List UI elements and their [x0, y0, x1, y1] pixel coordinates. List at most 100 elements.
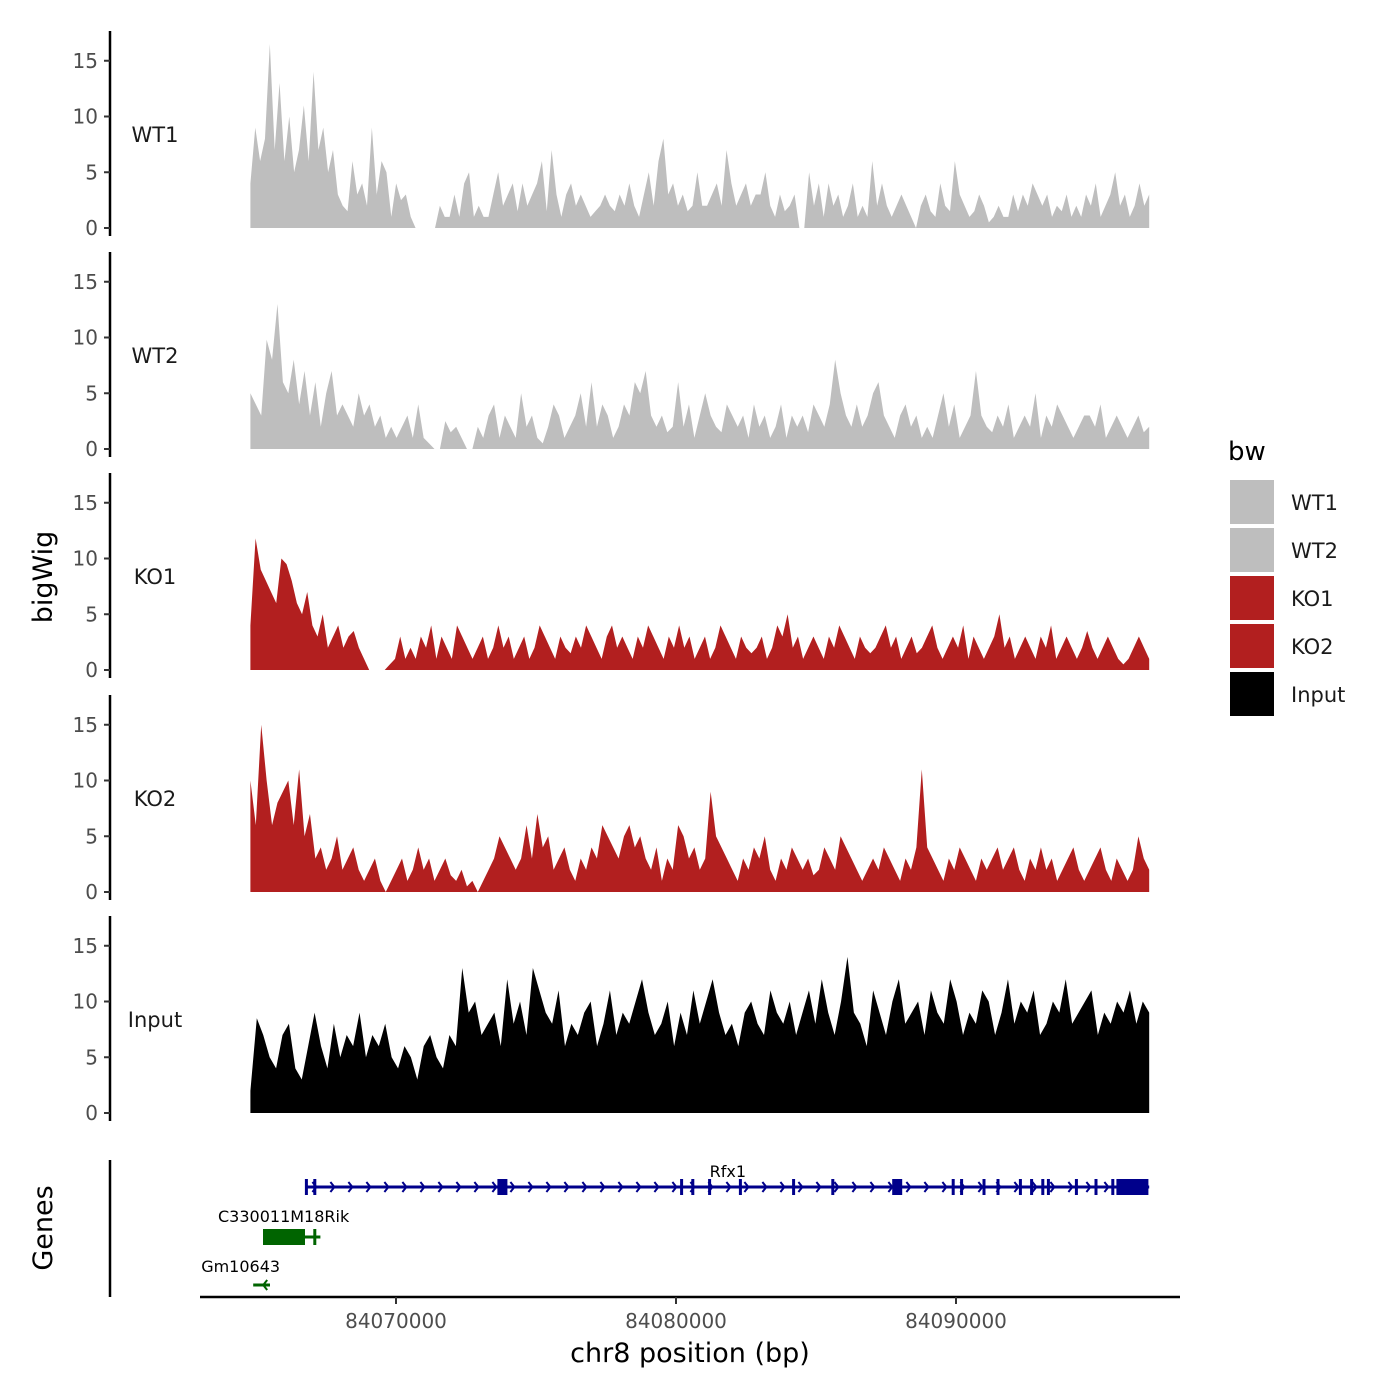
strand-arrow — [491, 1181, 498, 1193]
y-tick-label: 10 — [73, 326, 98, 350]
strand-arrow — [617, 1181, 624, 1193]
y-tick-label: 10 — [73, 105, 98, 129]
gene-label: Rfx1 — [710, 1162, 746, 1181]
legend-label-ko1: KO1 — [1291, 587, 1334, 611]
exon — [1041, 1179, 1045, 1195]
y-tick-label: 15 — [73, 49, 98, 73]
legend-swatch-wt1 — [1230, 480, 1274, 524]
strand-arrow — [671, 1181, 678, 1193]
exon — [996, 1179, 1000, 1195]
genes-axis-title: Genes — [28, 1185, 59, 1270]
strand-arrow — [527, 1181, 534, 1193]
y-tick-label: 10 — [73, 547, 98, 571]
strand-arrow — [383, 1181, 390, 1193]
strand-arrow — [329, 1181, 336, 1193]
y-tick-label: 15 — [73, 713, 98, 737]
strand-arrow — [419, 1181, 426, 1193]
legend-swatch-wt2 — [1230, 528, 1274, 572]
strand-arrow — [473, 1181, 480, 1193]
x-axis-title: chr8 position (bp) — [570, 1338, 810, 1369]
strand-arrow — [347, 1181, 354, 1193]
strand-arrow — [815, 1181, 822, 1193]
strand-arrow — [437, 1181, 444, 1193]
y-tick-label: 15 — [73, 934, 98, 958]
strand-arrow — [851, 1181, 858, 1193]
exon — [951, 1179, 955, 1195]
strand-arrow — [455, 1181, 462, 1193]
exon — [304, 1179, 308, 1195]
gene-c330011m18rik: C330011M18Rik — [218, 1207, 350, 1245]
strand-arrow — [509, 1181, 516, 1193]
exon — [1074, 1179, 1078, 1195]
exon — [1046, 1179, 1050, 1195]
y-tick-label: 0 — [85, 880, 98, 904]
exon — [313, 1229, 317, 1245]
exon — [1018, 1179, 1022, 1195]
strand-arrow — [1049, 1181, 1056, 1193]
coverage-area-ko2 — [250, 724, 1150, 892]
exon — [313, 1179, 317, 1195]
gene-label: C330011M18Rik — [218, 1207, 350, 1226]
strand-arrow — [1103, 1181, 1110, 1193]
track-label: KO1 — [134, 565, 177, 589]
exon — [680, 1179, 684, 1195]
legend-label-ko2: KO2 — [1291, 635, 1334, 659]
y-axis-title: bigWig — [28, 531, 59, 624]
coverage-area-input — [250, 956, 1150, 1113]
x-tick-label: 84090000 — [905, 1309, 1007, 1333]
gene-gm10643: Gm10643 — [201, 1257, 280, 1291]
y-tick-label: 5 — [85, 602, 98, 626]
y-tick-label: 5 — [85, 381, 98, 405]
genes-panel: Rfx1 C330011M18Rik Gm10643 — [108, 1160, 1150, 1297]
strand-arrow — [365, 1181, 372, 1193]
track-ko2: 0 5 10 15 KO2 — [73, 695, 1150, 904]
strand-arrow — [261, 1279, 268, 1291]
track-label: Input — [128, 1008, 182, 1032]
exon — [691, 1179, 695, 1195]
exon — [960, 1179, 964, 1195]
y-tick-label: 10 — [73, 990, 98, 1014]
y-tick-label: 5 — [85, 824, 98, 848]
strand-arrow — [797, 1181, 804, 1193]
exon — [738, 1179, 742, 1195]
strand-arrow — [599, 1181, 606, 1193]
track-wt2: 0 5 10 15 WT2 — [73, 252, 1150, 461]
exon — [708, 1179, 712, 1195]
track-label: WT1 — [132, 123, 179, 147]
y-tick-label: 10 — [73, 769, 98, 793]
legend-swatch-ko1 — [1230, 576, 1274, 620]
strand-arrow — [833, 1181, 840, 1193]
legend-label-wt1: WT1 — [1291, 491, 1338, 515]
y-tick-label: 5 — [85, 1045, 98, 1069]
x-axis: 84070000 84080000 84090000 — [200, 1295, 1180, 1333]
legend: bw WT1 WT2 KO1 KO2 Input — [1228, 437, 1345, 716]
track-label: KO2 — [134, 787, 177, 811]
exon — [497, 1179, 508, 1195]
gene-rfx1: Rfx1 — [304, 1162, 1150, 1195]
y-tick-label: 15 — [73, 270, 98, 294]
x-tick-label: 84080000 — [625, 1309, 727, 1333]
y-tick-label: 15 — [73, 491, 98, 515]
strand-arrow — [545, 1181, 552, 1193]
y-tick-label: 0 — [85, 437, 98, 461]
strand-arrow — [563, 1181, 570, 1193]
strand-arrow — [779, 1181, 786, 1193]
legend-label-wt2: WT2 — [1291, 539, 1338, 563]
y-tick-label: 0 — [85, 1101, 98, 1125]
strand-arrow — [635, 1181, 642, 1193]
track-ko1: 0 5 10 15 KO1 — [73, 473, 1150, 682]
strand-arrow — [977, 1181, 984, 1193]
strand-arrow — [401, 1181, 408, 1193]
strand-arrow — [743, 1181, 750, 1193]
legend-label-input: Input — [1291, 683, 1345, 707]
strand-arrow — [1013, 1181, 1020, 1193]
track-label: WT2 — [132, 344, 179, 368]
strand-arrow — [1067, 1181, 1074, 1193]
strand-arrow — [1031, 1181, 1038, 1193]
coverage-area-wt2 — [250, 304, 1150, 449]
strand-arrow — [923, 1181, 930, 1193]
legend-swatch-ko2 — [1230, 624, 1274, 668]
exon — [892, 1179, 903, 1195]
exon — [831, 1179, 835, 1195]
legend-title: bw — [1228, 437, 1266, 467]
